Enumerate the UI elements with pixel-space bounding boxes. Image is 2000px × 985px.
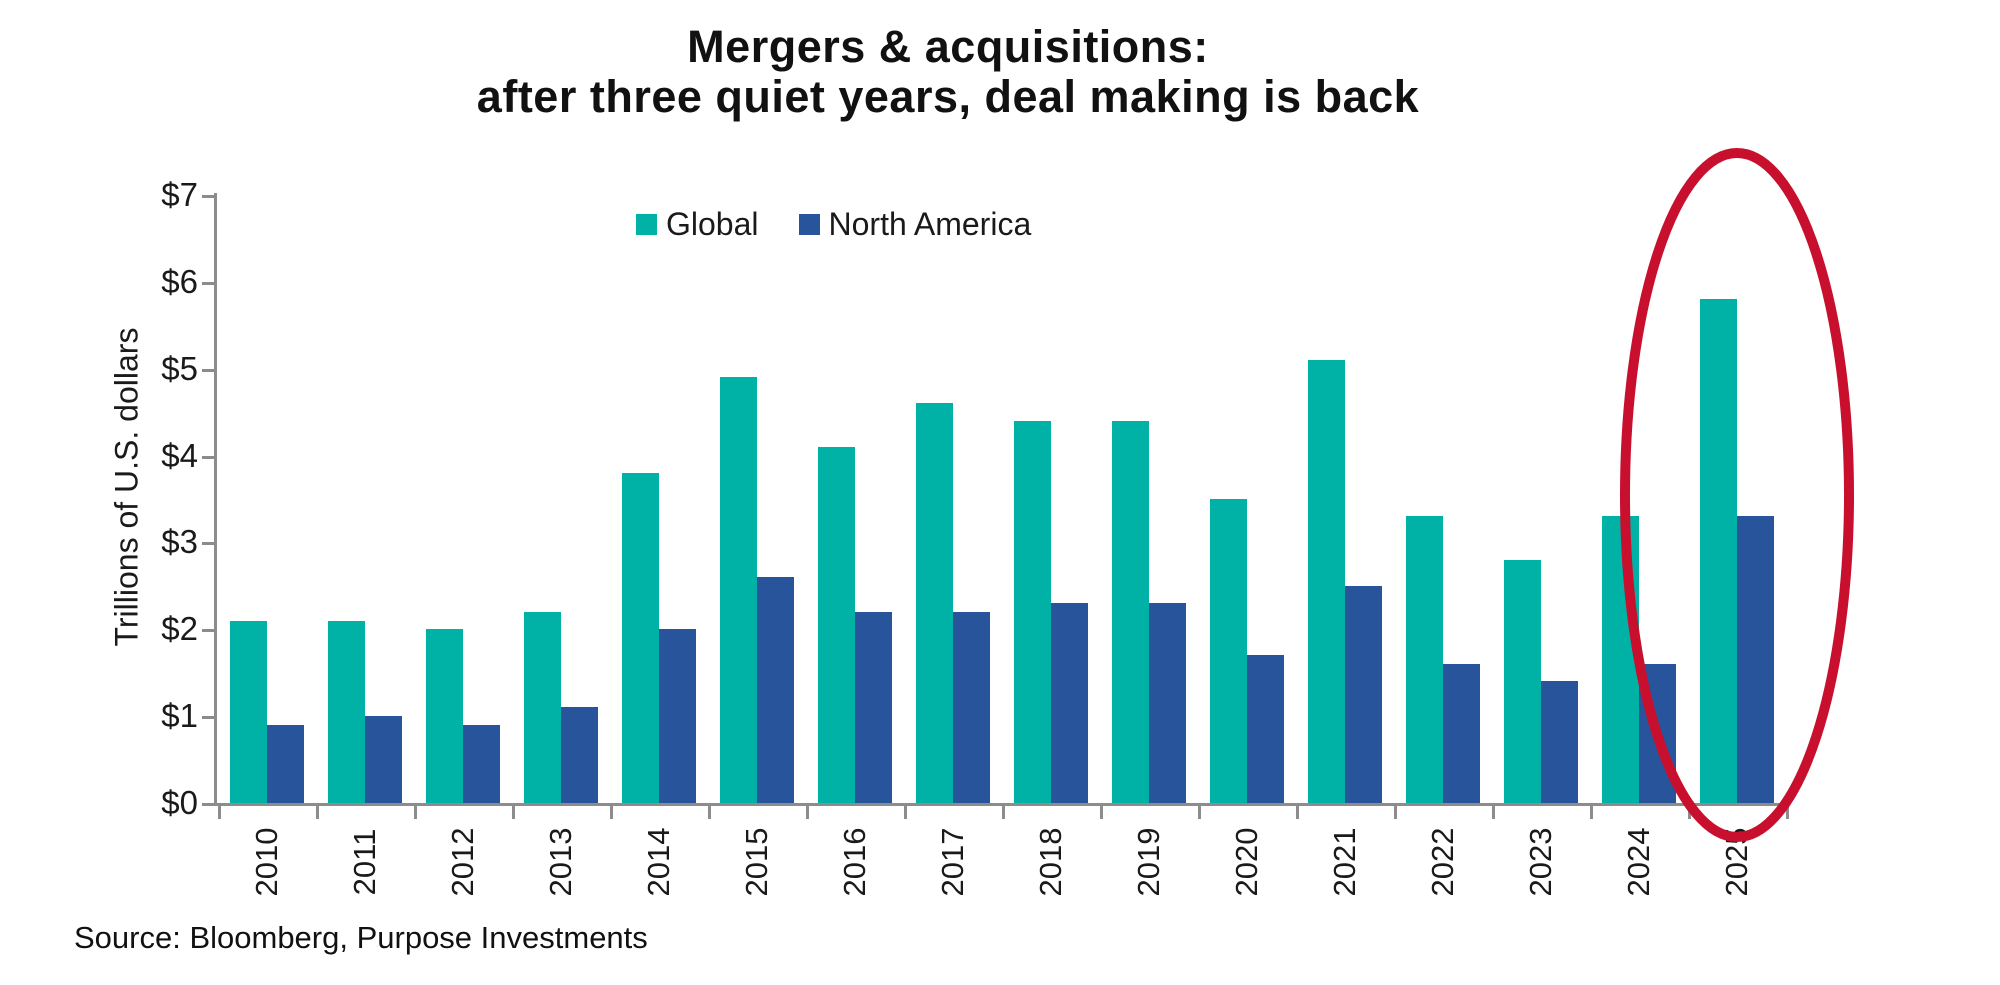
bar-north-america-2017	[953, 611, 990, 803]
bar-north-america-2022	[1443, 664, 1480, 803]
y-tick-label: $1	[161, 697, 198, 735]
y-tick	[202, 455, 215, 459]
x-axis-label-2016: 2016	[837, 827, 872, 897]
bar-north-america-2021	[1345, 585, 1382, 803]
bar-north-america-2012	[463, 724, 500, 803]
x-tick	[1492, 803, 1495, 819]
global-swatch-icon	[636, 214, 657, 235]
x-axis-label-2025: 2025	[1719, 827, 1754, 897]
y-tick-label: $0	[161, 784, 198, 821]
bar-north-america-2020	[1247, 655, 1284, 803]
x-tick	[1394, 803, 1397, 819]
north-america-swatch-icon	[798, 214, 820, 235]
x-axis-label-2013: 2013	[543, 827, 578, 897]
legend-item-global: Global	[636, 206, 759, 243]
bar-north-america-2014	[659, 629, 696, 803]
x-tick	[1786, 803, 1789, 819]
y-tick-label: $7	[161, 175, 198, 213]
legend: Global North America	[636, 206, 1031, 243]
bar-north-america-2025	[1737, 516, 1774, 803]
bar-global-2014	[622, 472, 659, 803]
bar-north-america-2016	[855, 611, 892, 803]
bar-global-2012	[426, 629, 463, 803]
bar-north-america-2019	[1149, 603, 1186, 803]
bar-global-2022	[1406, 516, 1443, 803]
x-axis-line	[214, 803, 1789, 806]
x-tick	[1002, 803, 1005, 819]
y-tick-label: $4	[161, 436, 198, 474]
x-axis-label-2014: 2014	[641, 827, 676, 897]
x-axis-label-2017: 2017	[935, 827, 970, 897]
x-tick	[1688, 803, 1691, 819]
x-tick	[1296, 803, 1299, 819]
bar-global-2021	[1308, 360, 1345, 803]
y-tick-label: $6	[161, 262, 198, 300]
y-axis-line	[214, 192, 217, 805]
chart-title-line2: after three quiet years, deal making is …	[476, 71, 1420, 123]
bar-north-america-2018	[1051, 603, 1088, 803]
bar-global-2011	[328, 620, 365, 803]
x-tick	[218, 803, 221, 819]
bar-north-america-2013	[561, 707, 598, 803]
x-axis-label-2020: 2020	[1229, 827, 1264, 897]
bar-north-america-2024	[1639, 664, 1676, 803]
bar-global-2010	[230, 620, 267, 803]
x-axis-label-2021: 2021	[1327, 827, 1362, 897]
y-tick-label: $3	[161, 523, 198, 561]
x-tick	[1590, 803, 1593, 819]
y-tick	[202, 803, 215, 806]
x-tick	[708, 803, 711, 819]
bar-global-2023	[1504, 559, 1541, 803]
bar-north-america-2010	[267, 724, 304, 803]
x-tick	[1198, 803, 1201, 819]
bar-global-2017	[916, 403, 953, 803]
legend-item-north-america: North America	[798, 206, 1032, 243]
x-axis-label-2018: 2018	[1033, 827, 1068, 897]
x-axis-label-2023: 2023	[1523, 827, 1558, 897]
bar-global-2019	[1112, 420, 1149, 803]
bar-north-america-2023	[1541, 681, 1578, 803]
x-axis-label-2022: 2022	[1425, 827, 1460, 897]
chart-title-line1: Mergers & acquisitions:	[687, 21, 1209, 72]
y-tick	[202, 542, 215, 546]
x-tick	[904, 803, 907, 819]
x-axis-label-2024: 2024	[1621, 827, 1656, 897]
bar-global-2018	[1014, 420, 1051, 803]
x-tick	[316, 803, 319, 819]
y-tick	[202, 716, 215, 720]
bar-global-2020	[1210, 498, 1247, 803]
bar-global-2013	[524, 611, 561, 803]
y-tick-label: $2	[161, 610, 198, 648]
bar-global-2016	[818, 446, 855, 803]
bar-north-america-2015	[757, 577, 794, 803]
y-tick	[202, 194, 215, 198]
x-axis-label-2019: 2019	[1131, 827, 1166, 897]
y-tick	[202, 629, 215, 633]
chart-title: Mergers & acquisitions: after three quie…	[476, 21, 1420, 123]
y-tick-label: $5	[161, 349, 198, 387]
x-tick	[512, 803, 515, 819]
x-tick	[806, 803, 809, 819]
x-axis-label-2015: 2015	[739, 827, 774, 897]
bar-global-2015	[720, 377, 757, 803]
bar-global-2025	[1700, 299, 1737, 803]
y-tick	[202, 368, 215, 372]
source-attribution: Source: Bloomberg, Purpose Investments	[74, 920, 648, 955]
x-tick	[610, 803, 613, 819]
bar-global-2024	[1602, 516, 1639, 803]
legend-label-north-america: North America	[828, 206, 1032, 242]
legend-label-global: Global	[666, 206, 759, 242]
y-tick	[202, 281, 215, 285]
x-axis-label-2011: 2011	[347, 828, 382, 896]
bar-north-america-2011	[365, 716, 402, 803]
x-axis-label-2010: 2010	[249, 827, 284, 897]
x-tick	[414, 803, 417, 819]
x-tick	[1100, 803, 1103, 819]
x-axis-label-2012: 2012	[445, 827, 480, 897]
